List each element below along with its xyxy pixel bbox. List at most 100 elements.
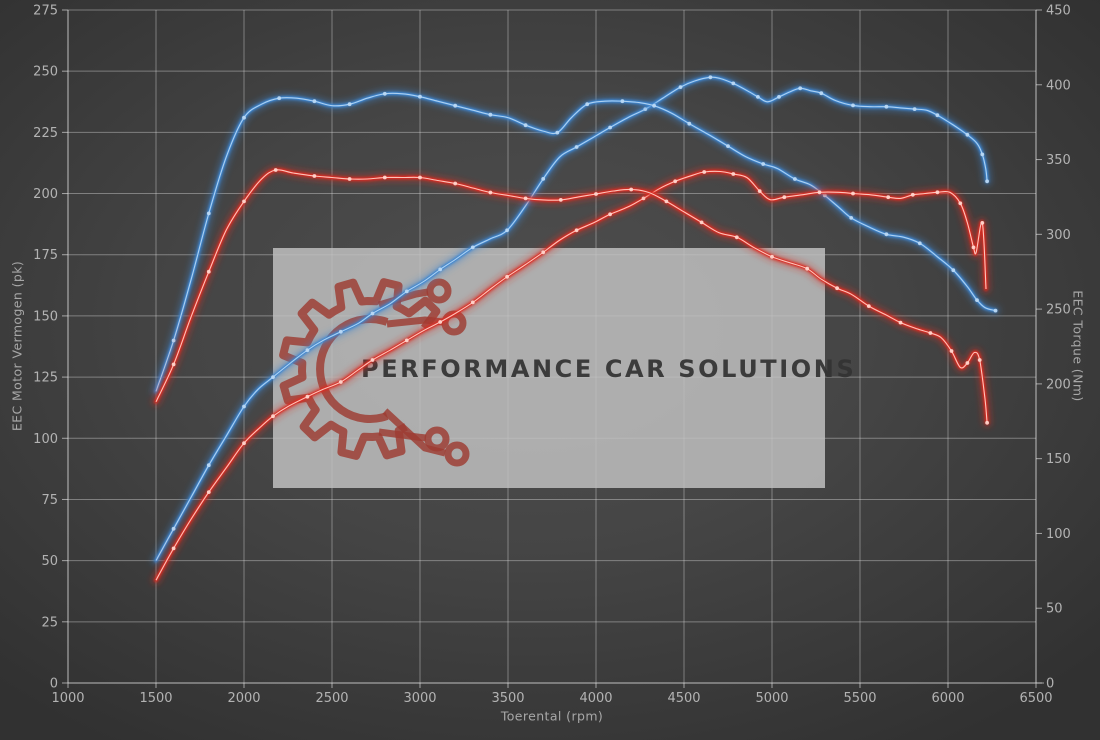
data-point-marker [312, 174, 317, 178]
data-point-marker [912, 107, 917, 111]
data-point-marker [935, 113, 940, 118]
data-point-marker [505, 228, 509, 233]
data-point-marker [470, 300, 475, 305]
data-point-marker [708, 75, 713, 80]
curve-torque-blue [151, 88, 1000, 396]
curve-core [155, 170, 987, 581]
data-point-marker [819, 91, 824, 96]
curve-power-red [151, 166, 991, 585]
data-point-marker [935, 190, 940, 195]
circuit-node [444, 441, 470, 467]
data-point-marker [980, 152, 985, 157]
y-right-tick-label: 0 [1046, 677, 1054, 692]
gear-outline [279, 278, 441, 460]
data-point-marker [965, 361, 970, 365]
data-point-marker [206, 463, 211, 468]
x-tick-label: 1000 [51, 691, 84, 706]
data-point-marker [641, 196, 646, 201]
curve-halo [153, 91, 998, 394]
y-left-tick-label: 100 [33, 432, 58, 447]
circuit-node [426, 278, 452, 304]
y-left-tick-label: 200 [33, 187, 58, 202]
data-point-marker [731, 172, 736, 176]
data-point-marker [541, 250, 546, 255]
data-point-marker [271, 375, 275, 379]
data-point-marker [608, 212, 612, 217]
data-point-marker [770, 254, 774, 259]
y-right-tick-label: 150 [1046, 452, 1071, 467]
data-point-marker [687, 121, 692, 126]
data-point-marker [370, 311, 375, 316]
x-tick-label: 2500 [315, 691, 348, 706]
data-point-marker [975, 298, 979, 302]
y-right-tick-label: 400 [1046, 78, 1071, 93]
data-point-marker [985, 420, 989, 425]
data-point-marker [277, 96, 282, 101]
y-right-tick-label: 250 [1046, 303, 1071, 318]
data-point-marker [886, 195, 891, 200]
data-point-marker [488, 190, 493, 195]
data-point-marker [418, 94, 422, 99]
y-right-tick-label: 50 [1046, 602, 1063, 617]
data-point-marker [312, 99, 317, 104]
data-point-marker [470, 245, 475, 250]
y-right-tick-label: 300 [1046, 228, 1071, 243]
data-point-marker [206, 211, 211, 216]
data-point-marker [305, 394, 310, 399]
data-point-marker [699, 220, 704, 225]
data-point-marker [558, 198, 563, 202]
data-point-marker [171, 526, 176, 531]
data-point-marker [664, 199, 669, 204]
data-point-marker [370, 358, 375, 362]
data-point-marker [555, 130, 560, 135]
data-point-marker [971, 245, 976, 250]
y-right-tick-label: 200 [1046, 377, 1071, 392]
x-tick-label: 1500 [139, 691, 172, 706]
data-point-marker [884, 104, 889, 109]
y-right-axis-title: EEC Torque (Nm) [1070, 290, 1086, 402]
data-point-marker [849, 216, 854, 220]
x-tick-label: 3500 [491, 691, 524, 706]
data-point-marker [347, 102, 352, 107]
data-point-marker [805, 266, 810, 271]
data-point-marker [171, 546, 176, 551]
data-point-marker [756, 95, 760, 99]
data-point-marker [273, 168, 278, 172]
data-point-marker [817, 190, 822, 195]
data-point-marker [782, 195, 787, 200]
curve-line [154, 92, 996, 392]
data-point-marker [585, 102, 590, 107]
data-point-marker [488, 112, 493, 117]
watermark-text: PERFORMANCE CAR SOLUTIONS [361, 355, 857, 383]
x-tick-label: 4500 [667, 691, 700, 706]
data-point-marker [793, 177, 797, 181]
data-point-marker [594, 192, 598, 196]
data-point-marker [206, 490, 211, 494]
data-point-marker [951, 268, 956, 273]
data-point-marker [171, 362, 176, 367]
y-left-tick-label: 75 [41, 493, 58, 508]
data-point-marker [453, 181, 458, 186]
y-left-tick-label: 0 [50, 677, 58, 692]
data-point-marker [347, 177, 352, 181]
y-left-tick-label: 125 [33, 371, 58, 386]
data-point-marker [958, 201, 963, 206]
data-point-marker [404, 289, 409, 294]
data-point-marker [438, 320, 443, 324]
x-tick-label: 6000 [931, 691, 964, 706]
x-tick-label: 2000 [227, 691, 260, 706]
circuit-trace [382, 408, 446, 457]
data-point-marker [271, 414, 275, 419]
data-point-marker [798, 86, 803, 91]
data-point-marker [702, 170, 707, 174]
y-left-axis-title: EEC Motor Vermogen (pk) [9, 260, 25, 432]
y-left-tick-label: 275 [33, 4, 58, 19]
data-point-marker [574, 228, 579, 233]
data-point-marker [884, 232, 889, 237]
y-right-tick-label: 350 [1046, 153, 1071, 168]
curve-core [155, 92, 996, 392]
data-point-marker [851, 191, 855, 196]
y-left-tick-label: 225 [33, 126, 58, 141]
x-tick-label: 3000 [403, 691, 436, 706]
curve-core [155, 76, 988, 561]
